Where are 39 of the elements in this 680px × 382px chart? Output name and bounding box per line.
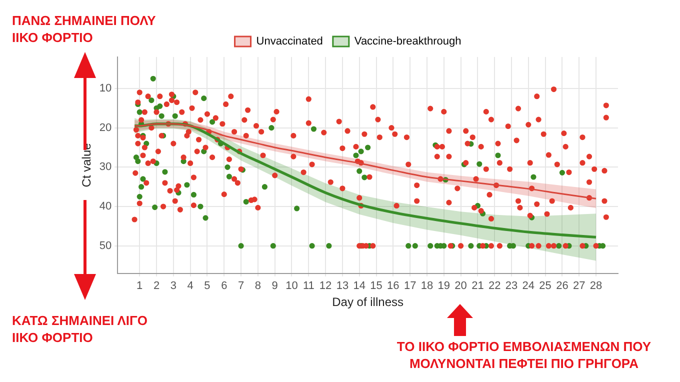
x-tick-label: 1 bbox=[136, 280, 143, 292]
x-tick-label: 23 bbox=[505, 280, 518, 292]
x-tick-label: 20 bbox=[454, 280, 467, 292]
x-tick-label: 3 bbox=[170, 280, 176, 292]
text: ΠΑΝΩ ΣΗΜΑΙΝΕΙ ΠΟΛΥ ΙΙΚΟ ΦΟΡΤΙΟ bbox=[12, 12, 157, 46]
x-tick-label: 5 bbox=[204, 280, 210, 292]
x-axis-title: Day of illness bbox=[332, 295, 404, 310]
x-tick-label: 25 bbox=[539, 280, 552, 292]
x-tick-label: 12 bbox=[319, 280, 332, 292]
y-tick-label: 40 bbox=[99, 200, 112, 213]
text: ΤΟ ΙΙΚΟ ΦΟΡΤΙΟ ΕΜΒΟΛΙΑΣΜΕΝΩΝ ΠΟΥ ΜΟΛΥΝΟΝΤΑΙ ΠΕΦΤΕΙ ΠΙΟ ΓΡΗΓΟΡΑ bbox=[396, 338, 652, 372]
y-tick-label: 10 bbox=[99, 82, 112, 95]
x-tick-label: 9 bbox=[272, 280, 278, 292]
x-tick-label: 28 bbox=[590, 280, 602, 292]
x-tick-label: 8 bbox=[254, 280, 262, 292]
x-tick-label: 15 bbox=[370, 280, 382, 292]
x-tick-label: 26 bbox=[556, 280, 568, 292]
x-tick-label: 27 bbox=[572, 280, 586, 292]
legend-label: Unvaccinated bbox=[256, 36, 323, 48]
x-tick-label: 4 bbox=[187, 280, 194, 292]
x-tick-label: 14 bbox=[353, 280, 366, 292]
x-tick-label: 19 bbox=[438, 280, 450, 292]
x-tick-label: 10 bbox=[286, 280, 298, 292]
x-tick-label: 17 bbox=[404, 280, 416, 292]
y-tick-label: 30 bbox=[99, 161, 112, 174]
x-tick-label: 21 bbox=[472, 280, 484, 292]
x-tick-label: 24 bbox=[522, 280, 535, 292]
x-tick-label: 22 bbox=[488, 280, 501, 292]
x-tick-label: 7 bbox=[238, 280, 244, 292]
x-tick-label: 2 bbox=[153, 280, 160, 292]
legend-label: Vaccine-breakthrough bbox=[354, 36, 462, 48]
x-tick-label: 13 bbox=[336, 280, 349, 292]
x-tick-label: 11 bbox=[302, 280, 314, 292]
y-tick-label: 50 bbox=[99, 240, 112, 252]
y-tick-label: 20 bbox=[99, 122, 112, 134]
text: ΚΑΤΩ ΣΗΜΑΙΝΕΙ ΛΙΓΟ ΙΙΚΟ ΦΟΡΤΙΟ bbox=[12, 312, 148, 346]
x-tick-label: 16 bbox=[387, 280, 400, 292]
x-tick-label: 6 bbox=[221, 280, 228, 292]
x-tick-label: 18 bbox=[420, 280, 434, 292]
